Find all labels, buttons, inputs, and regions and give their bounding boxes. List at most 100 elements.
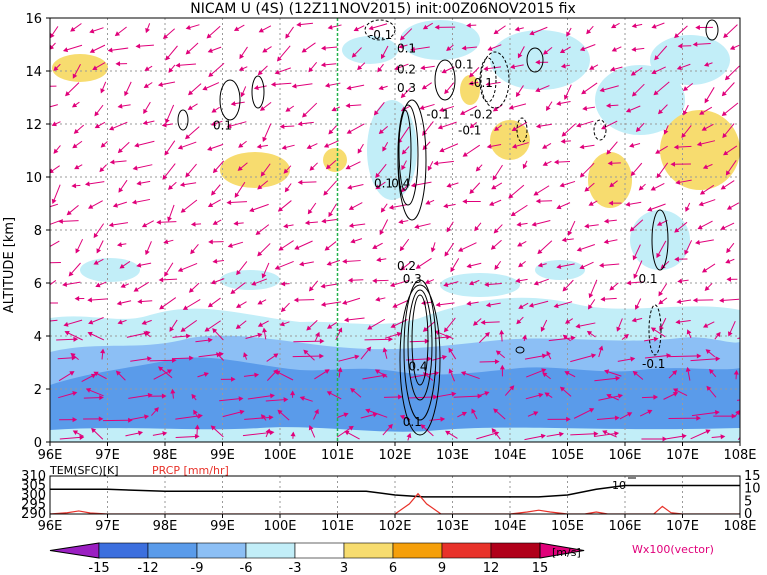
wind-vector-head bbox=[724, 75, 730, 81]
contour-label: -0.2 bbox=[470, 108, 493, 122]
wind-vector-head bbox=[696, 141, 702, 147]
wind-vector-head bbox=[161, 122, 167, 128]
sub-x-tick-label: 102E bbox=[378, 519, 411, 534]
wind-vector-head bbox=[705, 349, 711, 355]
wind-vector-head bbox=[135, 43, 141, 49]
wind-vector-head bbox=[357, 65, 363, 71]
wind-vector-head bbox=[588, 201, 594, 206]
wind-vector-head bbox=[559, 386, 566, 392]
wind-vector-head bbox=[443, 327, 449, 333]
wind-vector-head bbox=[406, 432, 412, 439]
wind-vector-head bbox=[603, 218, 609, 224]
wind-vector-head bbox=[365, 408, 371, 414]
wind-vector-head bbox=[726, 247, 731, 254]
wind-vector-head bbox=[128, 417, 133, 423]
wind-vector-head bbox=[631, 91, 637, 97]
wind-vector-head bbox=[296, 22, 302, 28]
wind-vector-head bbox=[342, 258, 347, 264]
wind-vector-head bbox=[400, 92, 406, 99]
wind-vector-head bbox=[538, 392, 544, 398]
wind-vector-head bbox=[69, 371, 75, 376]
wind-vector-head bbox=[163, 239, 169, 245]
wind-vector-head bbox=[185, 333, 191, 339]
wind-vector-head bbox=[257, 70, 263, 76]
wind-vector-head bbox=[89, 28, 95, 34]
wind-vector-head bbox=[119, 263, 125, 269]
wind-vector-head bbox=[277, 409, 283, 415]
wind-vector-head bbox=[492, 106, 499, 112]
wind-vector-head bbox=[631, 23, 637, 29]
wind-vector-head bbox=[675, 179, 681, 185]
wind-vector-head bbox=[100, 88, 105, 94]
wind-vector bbox=[149, 359, 176, 362]
wind-vector-head bbox=[194, 424, 200, 430]
contour-labels: -0.10.10.20.30.1-0.1-0.1 -0.2-0.10.10.10.… bbox=[213, 28, 666, 429]
wind-vector-head bbox=[227, 243, 233, 248]
wind-vector-head bbox=[600, 296, 606, 302]
wind-vector-head bbox=[342, 300, 348, 305]
wind-vector-head bbox=[283, 397, 289, 403]
wind-vector-head bbox=[158, 366, 164, 372]
wind-vector-head bbox=[182, 305, 189, 310]
wind-vector-head bbox=[268, 415, 274, 421]
wind-vector-head bbox=[421, 84, 427, 90]
wind-vector-head bbox=[306, 325, 312, 331]
wind-vector-head bbox=[658, 291, 664, 297]
wind-vector-head bbox=[320, 62, 326, 68]
wind-vector-head bbox=[233, 220, 239, 226]
sub-right-tick-label: 10 bbox=[744, 482, 761, 497]
wind-vector-head bbox=[354, 354, 360, 360]
wind-vector-head bbox=[663, 129, 669, 135]
wind-vector-head bbox=[676, 299, 682, 305]
wind-vector-head bbox=[695, 239, 700, 245]
wind-vector-head bbox=[275, 370, 281, 376]
wind-vector-head bbox=[733, 369, 739, 375]
wind-vector-head bbox=[276, 56, 282, 62]
wind-vector-head bbox=[400, 265, 406, 271]
wind-vector-head bbox=[238, 396, 244, 402]
wind-vector-head bbox=[444, 251, 450, 257]
wind-vector-head bbox=[518, 262, 524, 268]
wind-vector-head bbox=[188, 90, 194, 96]
contour-label: 0.1 bbox=[374, 177, 393, 191]
wind-vector-head bbox=[297, 121, 303, 127]
x-tick-label: 100E bbox=[263, 448, 296, 463]
wind-vector-head bbox=[70, 352, 76, 358]
wind-vector bbox=[59, 436, 84, 440]
wind-vector-head bbox=[212, 220, 218, 225]
wind-vector-head bbox=[327, 324, 333, 329]
wind-vector-head bbox=[376, 257, 382, 263]
wind-vector-head bbox=[175, 62, 181, 68]
wind-vector-head bbox=[529, 30, 535, 36]
wind-vector-head bbox=[444, 88, 450, 95]
wind-vector-head bbox=[207, 202, 214, 207]
wind-vector-head bbox=[208, 72, 214, 78]
wind-vector-head bbox=[79, 434, 85, 440]
wind-vector-head bbox=[485, 302, 491, 308]
wind-vector-head bbox=[261, 273, 267, 279]
wind-vector-head bbox=[94, 111, 100, 117]
precipitation-line bbox=[50, 492, 740, 514]
wind-vector-head bbox=[719, 297, 724, 303]
wind-vector-head bbox=[210, 425, 216, 431]
colorbar-segment bbox=[294, 542, 345, 559]
wind-vector-head bbox=[420, 424, 426, 430]
wind-vector-head bbox=[117, 148, 123, 154]
wind-vector-head bbox=[469, 188, 475, 194]
wind-vector-head bbox=[564, 94, 569, 100]
wind-vector bbox=[50, 240, 60, 248]
wind-vector-head bbox=[290, 390, 296, 396]
sub-left-tick-label: 295 bbox=[21, 498, 46, 513]
wind-vector-head bbox=[350, 387, 356, 393]
wind-vector-head bbox=[589, 65, 595, 70]
wind-vector-head bbox=[269, 430, 275, 436]
x-tick-label: 107E bbox=[666, 448, 699, 463]
wind-vector-head bbox=[581, 89, 587, 95]
wind-vector-head bbox=[609, 285, 615, 291]
wind-vector-head bbox=[280, 307, 286, 313]
wind-vector-head bbox=[611, 23, 617, 29]
wind-vector-head bbox=[72, 417, 78, 423]
wind-vector-head bbox=[653, 336, 659, 342]
wind-vector-head bbox=[484, 391, 490, 396]
